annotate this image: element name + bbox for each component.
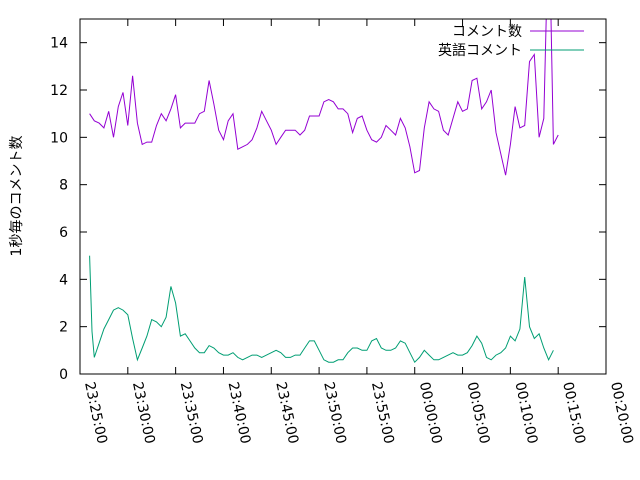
y-tick-label: 4 — [59, 272, 68, 288]
series-line-0 — [89, 18, 559, 176]
y-axis-label: 1秒毎のコメント数 — [9, 136, 25, 257]
legend-label: 英語コメント — [438, 42, 522, 59]
y-tick-label: 6 — [59, 225, 68, 241]
y-tick-label: 8 — [59, 178, 68, 194]
y-tick-label: 10 — [50, 130, 68, 146]
y-axis-ticks: 0 2 4 6 8 10 12 14 — [50, 36, 606, 383]
y-tick-label: 0 — [59, 367, 68, 383]
series-line-1 — [89, 255, 554, 364]
y-tick-label: 2 — [59, 320, 68, 336]
plot-frame — [79, 18, 607, 375]
legend-label: コメント数 — [452, 24, 522, 40]
y-tick-label: 14 — [50, 36, 68, 52]
y-tick-label: 12 — [50, 83, 68, 99]
series-lines — [89, 18, 559, 364]
